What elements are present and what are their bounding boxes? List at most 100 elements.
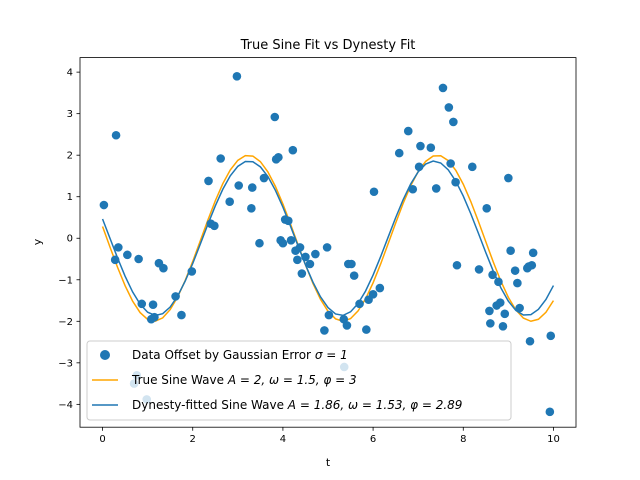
data-point: [322, 243, 332, 252]
data-point: [498, 321, 508, 331]
data-point: [369, 187, 379, 197]
y-tick-label: 2: [67, 151, 73, 162]
data-point: [216, 154, 225, 163]
points-layer: [99, 71, 556, 417]
data-point: [444, 103, 454, 112]
data-point: [99, 200, 109, 210]
data-point: [510, 266, 520, 275]
data-point: [474, 265, 484, 274]
data-point: [485, 306, 494, 316]
data-point: [171, 292, 180, 301]
data-point: [504, 173, 513, 183]
data-point: [259, 173, 269, 183]
x-tick-label: 10: [547, 434, 560, 445]
y-tick-label: −4: [58, 400, 73, 411]
data-point: [403, 126, 413, 136]
chart-title: True Sine Fit vs Dynesty Fit: [240, 38, 416, 53]
data-point: [293, 255, 302, 265]
y-tick-label: 4: [67, 68, 73, 79]
data-point: [375, 283, 385, 293]
y-tick-label: −1: [58, 275, 73, 286]
data-point: [362, 325, 371, 334]
data-point: [274, 152, 283, 162]
data-point: [286, 236, 296, 245]
data-point: [528, 248, 538, 258]
data-point: [408, 184, 418, 194]
data-point: [137, 299, 147, 309]
x-axis: 0 2 4 6 8 10: [99, 427, 560, 445]
data-point: [320, 326, 329, 335]
data-point: [515, 303, 524, 313]
data-point: [452, 260, 462, 270]
x-tick-label: 2: [190, 434, 196, 445]
data-point: [513, 278, 522, 288]
data-point: [288, 145, 298, 155]
data-point: [247, 183, 257, 192]
data-point: [500, 309, 510, 319]
data-point: [451, 177, 460, 187]
data-point: [234, 181, 244, 190]
data-point: [546, 331, 556, 341]
data-point: [204, 176, 213, 186]
data-point: [111, 130, 121, 140]
y-axis: −4 −3 −2 −1 0 1 2 3 4: [58, 68, 80, 411]
data-point: [414, 162, 424, 172]
y-tick-label: −3: [58, 358, 73, 369]
data-point: [368, 290, 378, 299]
data-point: [159, 263, 168, 273]
data-point: [284, 216, 293, 226]
data-point: [446, 159, 455, 168]
data-point: [324, 310, 334, 320]
y-axis-label: y: [31, 238, 44, 245]
legend-marker-scatter: [100, 350, 110, 360]
axes-frame: [79, 57, 577, 428]
data-point: [247, 204, 256, 213]
y-tick-label: 1: [67, 192, 73, 203]
data-point: [295, 243, 305, 252]
x-tick-label: 0: [99, 434, 105, 445]
data-point: [545, 407, 555, 417]
x-tick-label: 8: [460, 434, 466, 445]
data-point: [270, 112, 280, 122]
data-point: [438, 83, 448, 93]
data-point: [123, 250, 132, 260]
y-tick-label: 0: [67, 234, 73, 245]
y-tick-label: 3: [67, 109, 73, 120]
legend-label-true: True Sine Wave A = 2, ω = 1.5, φ = 3: [131, 373, 357, 387]
data-point: [495, 298, 505, 307]
x-tick-label: 6: [370, 434, 376, 445]
data-point: [449, 117, 458, 127]
data-point: [467, 162, 477, 172]
data-point: [150, 312, 159, 322]
data-point: [232, 71, 242, 81]
data-point: [527, 260, 537, 270]
data-point: [311, 249, 320, 259]
legend-label-fit: Dynesty-fitted Sine Wave A = 1.86, ω = 1…: [132, 398, 462, 412]
data-point: [394, 148, 404, 158]
data-point: [187, 267, 197, 276]
x-axis-label: t: [326, 456, 331, 469]
data-point: [342, 321, 352, 330]
data-point: [305, 259, 315, 269]
data-point: [177, 310, 186, 320]
data-point: [148, 300, 158, 309]
data-point: [134, 254, 143, 264]
y-tick-label: −2: [58, 317, 73, 328]
data-point: [301, 252, 310, 262]
data-point: [482, 204, 492, 213]
data-point: [114, 243, 123, 252]
legend-label-scatter: Data Offset by Gaussian Error σ = 1: [132, 348, 348, 362]
data-point: [347, 259, 356, 269]
data-point: [278, 238, 288, 248]
x-tick-label: 4: [280, 434, 286, 445]
data-point: [297, 269, 307, 278]
legend: Data Offset by Gaussian Error σ = 1 True…: [86, 340, 512, 421]
legend-box: [86, 340, 512, 421]
data-point: [355, 299, 364, 309]
data-point: [506, 246, 515, 256]
data-point: [225, 197, 234, 206]
data-point: [210, 221, 219, 231]
data-point: [426, 143, 436, 153]
data-point: [494, 277, 503, 287]
